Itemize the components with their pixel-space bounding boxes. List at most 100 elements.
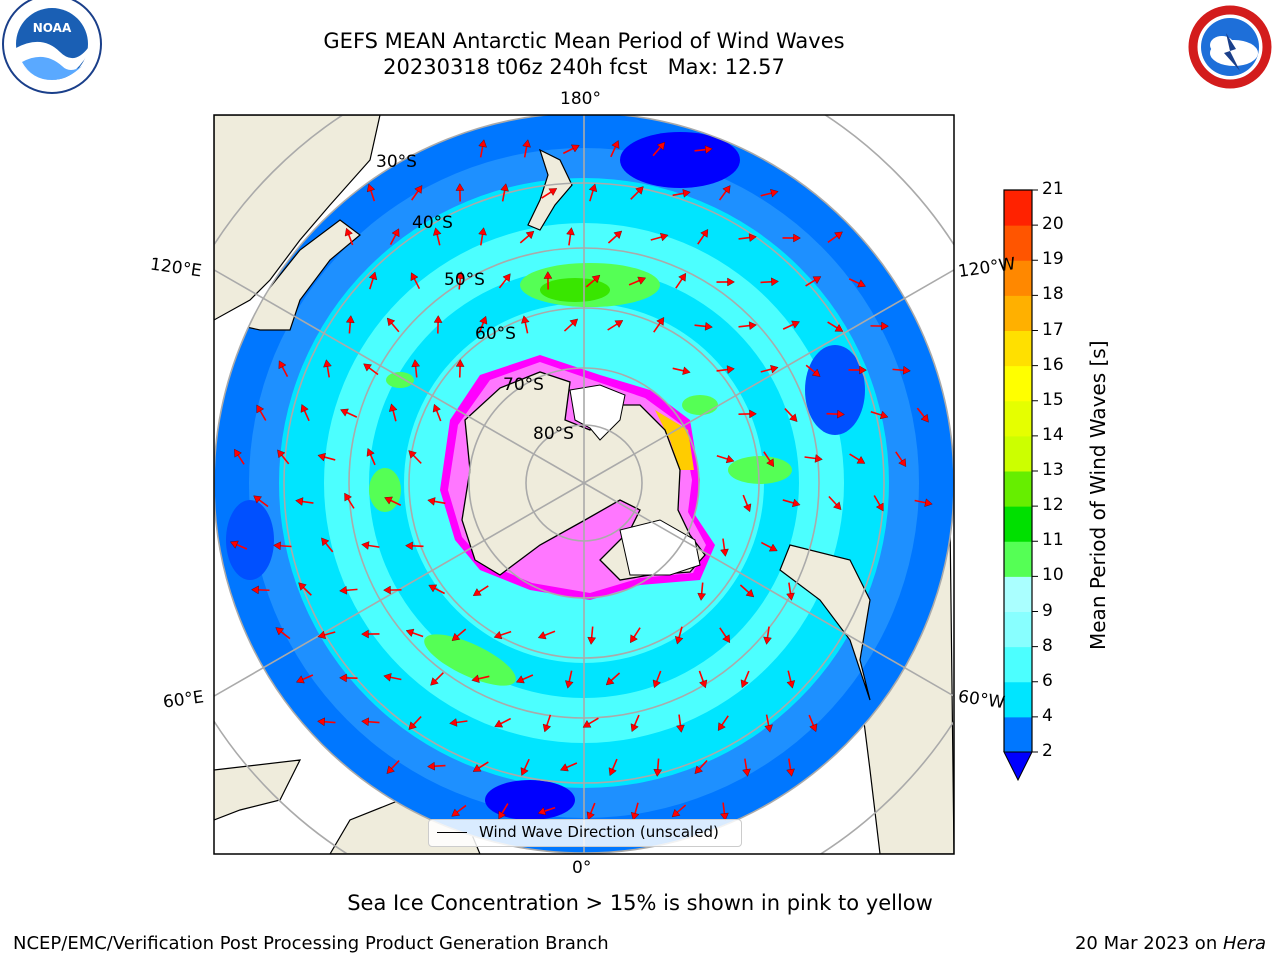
wave-direction-arrow <box>410 272 421 290</box>
wave-direction-arrow <box>740 670 750 689</box>
wave-direction-arrow <box>363 363 379 376</box>
wave-direction-arrow <box>672 366 691 375</box>
lat-label-40s: 40°S <box>412 213 453 233</box>
wave-direction-arrow <box>427 761 446 771</box>
colorbar-extend-triangle <box>1003 751 1033 782</box>
wave-direction-arrow <box>432 403 442 422</box>
wave-direction-arrow <box>653 758 663 777</box>
colorbar-segment <box>1004 611 1032 648</box>
wave-direction-arrow <box>697 228 709 245</box>
wave-direction-arrow <box>828 495 842 511</box>
wave-direction-arrow <box>916 407 929 423</box>
wave-direction-arrow <box>562 144 580 155</box>
wave-direction-arrow <box>674 626 684 645</box>
colorbar-tick-label: 16 <box>1042 354 1064 375</box>
wave-direction-arrow <box>317 717 336 727</box>
wave-direction-arrow <box>786 758 795 777</box>
lon-label-0: 0° <box>572 858 592 878</box>
wave-direction-arrow <box>738 321 757 330</box>
colorbar-tick-label: 8 <box>1042 635 1053 656</box>
wave-direction-arrow <box>608 758 618 777</box>
wave-direction-arrow <box>827 231 843 244</box>
wave-direction-arrow <box>630 802 640 821</box>
footer-machine: Hera <box>1222 933 1266 954</box>
colorbar-segment <box>1004 330 1032 367</box>
colorbar-segment <box>1004 365 1032 402</box>
wave-direction-arrow <box>786 670 796 689</box>
lat-label-80s: 80°S <box>533 424 574 444</box>
wave-direction-arrow <box>605 672 621 686</box>
wave-direction-arrow <box>493 630 512 640</box>
wind-wave-arrows <box>229 139 933 821</box>
wave-direction-arrow <box>344 492 355 509</box>
wave-direction-arrow <box>760 188 779 198</box>
wave-direction-arrow <box>386 759 400 774</box>
map-frame <box>213 114 955 855</box>
colorbar-tick-label: 15 <box>1042 389 1064 410</box>
wave-direction-arrow <box>587 626 597 645</box>
wave-direction-arrow <box>873 495 884 512</box>
wave-direction-arrow <box>585 274 601 288</box>
nws-logo <box>1182 0 1278 95</box>
wave-direction-arrow <box>478 139 487 158</box>
colorbar-segment <box>1004 541 1032 577</box>
wave-direction-arrow <box>610 140 620 158</box>
sea-ice-note: Sea Ice Concentration > 15% is shown in … <box>347 891 933 915</box>
wave-direction-arrow <box>455 359 465 378</box>
colorbar-tick-label: 6 <box>1042 670 1053 691</box>
wave-direction-arrow <box>630 714 640 733</box>
wave-direction-arrow <box>253 495 269 508</box>
wave-direction-arrow <box>541 188 558 199</box>
wave-direction-arrow <box>760 277 779 287</box>
wave-direction-arrow <box>519 230 535 244</box>
wave-direction-arrow <box>698 670 708 689</box>
wave-direction-arrow <box>229 540 248 550</box>
wave-direction-arrow <box>433 315 443 334</box>
wave-direction-arrow <box>718 185 731 201</box>
wave-direction-arrow <box>498 803 509 820</box>
wave-direction-arrow <box>361 629 380 639</box>
wave-direction-arrow <box>672 189 691 198</box>
wave-direction-arrow <box>537 630 556 640</box>
wave-direction-arrow <box>522 139 531 158</box>
wave-direction-arrow <box>515 674 534 684</box>
wave-direction-arrow <box>720 538 729 557</box>
wave-direction-arrow <box>339 585 358 595</box>
wave-direction-arrow <box>321 537 334 553</box>
wave-direction-arrow <box>386 317 400 333</box>
wave-direction-arrow <box>652 670 662 689</box>
wave-direction-arrow <box>716 454 735 464</box>
wave-direction-arrow <box>650 232 669 242</box>
colorbar <box>1003 189 1038 782</box>
footer-left: NCEP/EMC/Verification Post Processing Pr… <box>13 933 609 954</box>
wave-direction-arrow <box>366 183 376 202</box>
wave-direction-arrow <box>449 718 468 727</box>
legend-line-swatch <box>437 832 467 833</box>
wave-direction-arrow <box>317 452 336 462</box>
colorbar-label: Mean Period of Wind Waves [s] <box>1086 340 1110 650</box>
wave-direction-arrow <box>478 315 488 334</box>
wave-direction-arrow <box>716 277 735 287</box>
wave-direction-arrow <box>630 186 644 200</box>
wave-direction-arrow <box>451 804 467 817</box>
colorbar-segment <box>1004 225 1032 261</box>
lat-label-60s: 60°S <box>475 324 516 344</box>
wave-direction-arrow <box>428 584 446 595</box>
chart-title-line2: 20230318 t06z 240h fcst Max: 12.57 <box>383 55 785 79</box>
colorbar-segment <box>1004 400 1032 437</box>
wave-direction-arrow <box>763 626 772 645</box>
wave-direction-arrow <box>786 582 795 601</box>
wave-direction-arrow <box>671 804 687 818</box>
wave-direction-arrow <box>739 584 755 598</box>
wave-direction-arrow <box>298 582 312 596</box>
wave-direction-arrow <box>366 448 376 466</box>
map-panel <box>214 115 954 854</box>
wave-direction-arrow <box>277 449 290 465</box>
wave-direction-arrow <box>849 453 866 464</box>
wave-direction-arrow <box>456 271 465 290</box>
wave-direction-arrow <box>432 227 442 246</box>
wave-direction-arrow <box>804 454 823 463</box>
colorbar-segment <box>1004 576 1032 612</box>
wave-direction-arrow <box>566 227 575 246</box>
